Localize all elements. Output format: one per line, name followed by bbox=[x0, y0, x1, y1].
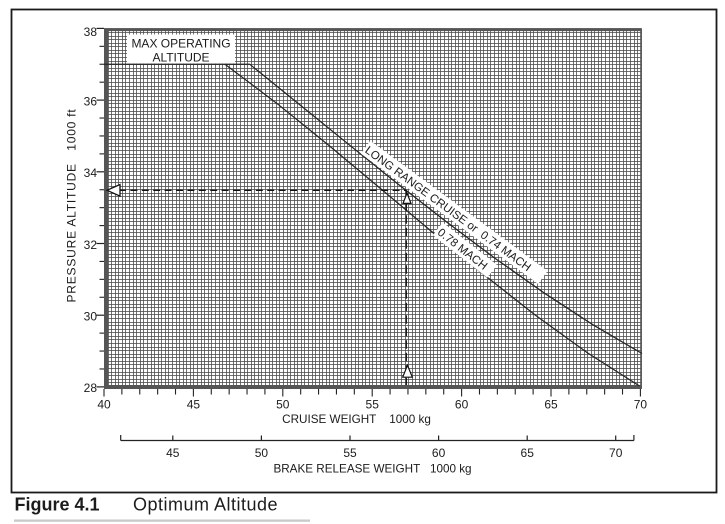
svg-text:30: 30 bbox=[84, 310, 98, 324]
svg-text:32: 32 bbox=[84, 238, 98, 252]
svg-text:Figure 4.1: Figure 4.1 bbox=[15, 495, 100, 515]
svg-text:PRESSURE ALTITUDE 1000 ft: PRESSURE ALTITUDE 1000 ft bbox=[65, 108, 79, 302]
svg-text:ALTITUDE: ALTITUDE bbox=[152, 51, 209, 65]
svg-text:70: 70 bbox=[609, 446, 623, 460]
svg-text:60: 60 bbox=[455, 398, 469, 412]
svg-text:MAX OPERATING: MAX OPERATING bbox=[131, 37, 230, 51]
svg-text:70: 70 bbox=[634, 398, 648, 412]
svg-text:55: 55 bbox=[366, 398, 380, 412]
svg-text:40: 40 bbox=[97, 398, 111, 412]
svg-text:36: 36 bbox=[84, 94, 98, 108]
svg-text:Optimum Altitude: Optimum Altitude bbox=[133, 495, 278, 515]
svg-text:65: 65 bbox=[521, 446, 535, 460]
svg-text:45: 45 bbox=[166, 446, 180, 460]
svg-text:34: 34 bbox=[84, 166, 98, 180]
svg-text:50: 50 bbox=[255, 446, 269, 460]
svg-text:65: 65 bbox=[544, 398, 558, 412]
svg-text:38: 38 bbox=[84, 25, 98, 39]
svg-text:28: 28 bbox=[84, 381, 98, 395]
svg-text:BRAKE RELEASE WEIGHT 1000 kg: BRAKE RELEASE WEIGHT 1000 kg bbox=[273, 463, 471, 476]
svg-text:60: 60 bbox=[432, 446, 446, 460]
svg-text:CRUISE WEIGHT 1000 kg: CRUISE WEIGHT 1000 kg bbox=[282, 413, 431, 426]
svg-text:55: 55 bbox=[343, 446, 357, 460]
svg-text:50: 50 bbox=[276, 398, 290, 412]
svg-text:45: 45 bbox=[187, 398, 201, 412]
